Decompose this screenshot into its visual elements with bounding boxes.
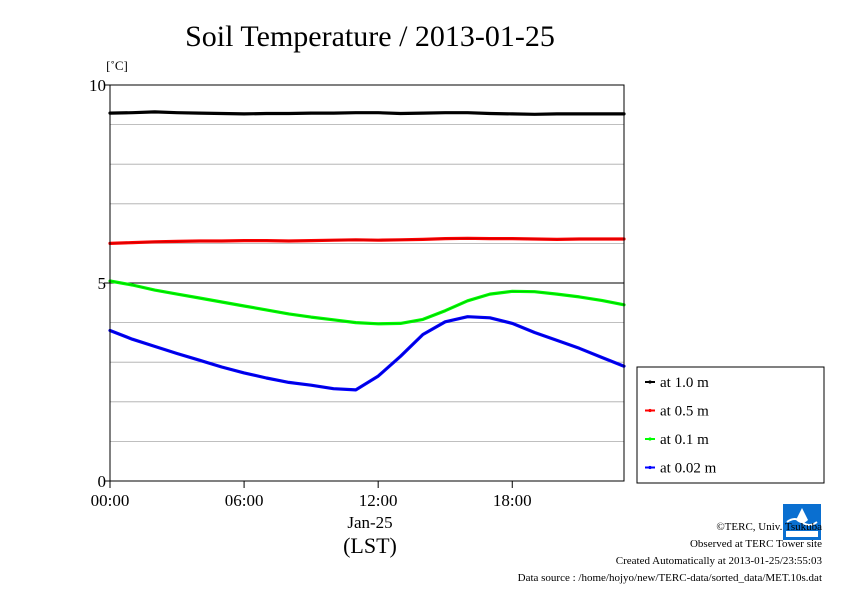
- series-line-shade-2: [109, 237, 624, 244]
- legend: at 1.0 m at 0.5 m at 0.1 m at 0.02 m: [645, 375, 717, 477]
- legend-box: [636, 366, 825, 484]
- footer-data-source: Data source : /home/hojyo/new/TERC-data/…: [517, 572, 822, 584]
- y-tick-label: 5: [98, 274, 107, 293]
- x-tick-label: 00:00: [91, 491, 130, 510]
- chart-title: Soil Temperature / 2013-01-25: [185, 20, 555, 53]
- series-line-4: [108, 315, 626, 392]
- x-tick-label: 18:00: [493, 491, 532, 510]
- legend-marker-3: [648, 437, 652, 441]
- y-tick-label: 0: [98, 472, 107, 491]
- legend-label-1: at 1.0 m: [660, 375, 709, 391]
- series-lines: [108, 110, 626, 392]
- series-line-2: [108, 236, 626, 245]
- axis-ticks: 0 5 10 00:00 06:00 12:00 18:00: [89, 76, 532, 510]
- y-axis-unit-label: [˚C]: [106, 58, 128, 73]
- x-tick-label: 12:00: [359, 491, 398, 510]
- legend-marker-4: [648, 465, 652, 470]
- grid-lines: [110, 124, 624, 442]
- legend-marker-2: [648, 408, 652, 413]
- legend-label-2: at 0.5 m: [660, 404, 709, 420]
- x-axis-date-label: Jan-25: [347, 513, 392, 532]
- footer-copyright: ©TERC, Univ. Tsukuba: [716, 521, 822, 533]
- series-line-1: [108, 110, 626, 116]
- x-tick-label: 06:00: [225, 491, 264, 510]
- x-axis-title: (LST): [343, 533, 397, 558]
- series-line-3: [108, 279, 626, 326]
- series-line-shade-3: [109, 280, 625, 325]
- footer-created: Created Automatically at 2013-01-25/23:5…: [615, 555, 822, 567]
- legend-marker-1: [648, 380, 652, 384]
- series-line-shade-1: [109, 111, 624, 115]
- series-line-shade-4: [109, 316, 625, 391]
- legend-label-3: at 0.1 m: [660, 432, 709, 448]
- legend-label-4: at 0.02 m: [660, 461, 717, 477]
- terc-logo: [783, 504, 821, 540]
- footer-observed: Observed at TERC Tower site: [689, 538, 822, 550]
- y-tick-label: 10: [89, 76, 106, 95]
